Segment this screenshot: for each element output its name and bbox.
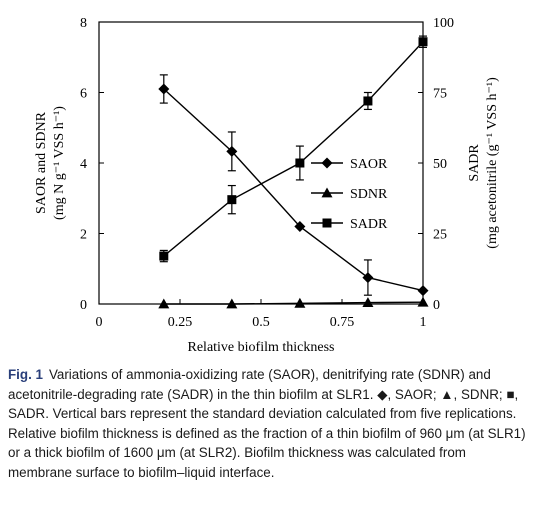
x-tick-label: 0.5: [252, 315, 270, 330]
sadr-series: [159, 35, 428, 263]
x-tick-label: 0.75: [330, 315, 355, 330]
figure-caption: Fig. 1 Variations of ammonia-oxidizing ra…: [8, 365, 530, 482]
figure-caption-text: Variations of ammonia-oxidizing rate (SA…: [8, 367, 526, 480]
y-left-tick-label: 0: [80, 298, 87, 313]
saor-point: [158, 83, 170, 95]
y-left-tick-label: 4: [80, 157, 87, 172]
sdnr-point: [417, 296, 429, 307]
sdnr-point: [226, 298, 238, 309]
y-right-axis-title-line2: (mg acetonitrile (g⁻¹ VSS h⁻¹): [485, 77, 500, 249]
sdnr-point: [158, 298, 170, 309]
y-left-tick-label: 2: [80, 228, 87, 243]
legend-sadr-marker: [322, 218, 332, 228]
x-tick-label: 0.25: [168, 315, 193, 330]
y-left-axis-title-line1: SAOR and SDNR: [34, 111, 49, 214]
sadr-point: [159, 251, 169, 261]
sadr-point: [227, 195, 237, 205]
y-right-tick-label: 0: [433, 298, 440, 313]
y-right-tick-label: 75: [433, 87, 447, 102]
y-left-tick-label: 6: [80, 87, 87, 102]
legend-sdnr-marker: [321, 187, 333, 198]
sadr-point: [295, 158, 305, 168]
legend-sadr-label: SADR: [350, 217, 388, 232]
y-left-axis-title-line2: (mg N g⁻¹ VSS h⁻¹): [52, 106, 67, 220]
saor-point: [294, 220, 306, 232]
x-axis-title: Relative biofilm thickness: [188, 340, 335, 355]
y-right-tick-label: 50: [433, 157, 447, 172]
y-right-tick-label: 25: [433, 228, 447, 243]
sdnr-series: [158, 296, 429, 309]
saor-point: [362, 272, 374, 284]
sadr-point: [363, 96, 373, 106]
legend-saor-marker: [321, 157, 333, 169]
legend-sdnr-label: SDNR: [350, 187, 388, 202]
saor-series: [158, 74, 429, 297]
y-left-tick-label: 8: [80, 16, 87, 31]
y-right-tick-label: 100: [433, 16, 454, 31]
sdnr-point: [362, 297, 374, 307]
x-tick-label: 0: [96, 315, 103, 330]
legend-saor-label: SAOR: [350, 157, 388, 172]
figure-label: Fig. 1: [8, 367, 43, 382]
legend: SAOR SDNR SADR: [311, 157, 388, 232]
x-tick-label: 1: [420, 315, 427, 330]
y-right-axis-title-line1: SADR: [467, 144, 482, 182]
saor-point: [226, 145, 238, 157]
sadr-point: [418, 37, 428, 47]
sdnr-point: [294, 297, 306, 308]
saor-point: [417, 285, 429, 297]
